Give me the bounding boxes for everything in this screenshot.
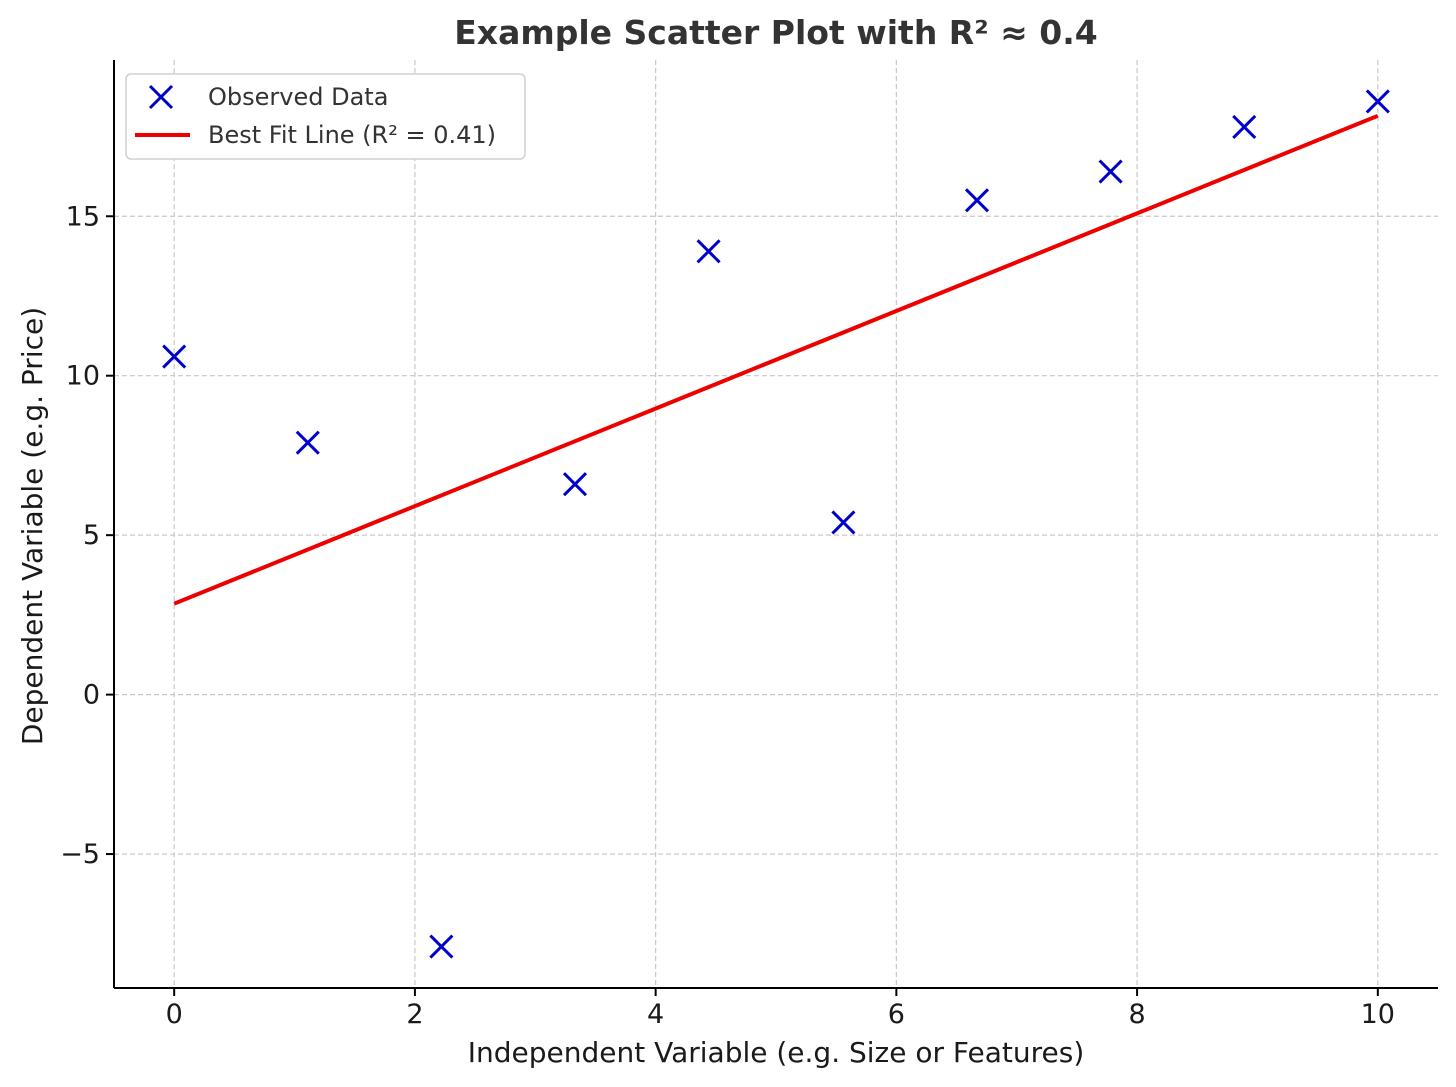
x-tick-label: 8 <box>1128 999 1145 1030</box>
y-tick-label: 5 <box>83 520 100 551</box>
y-axis-label: Dependent Variable (e.g. Price) <box>16 307 49 745</box>
legend-marker-x <box>148 84 174 110</box>
legend-label: Observed Data <box>208 83 388 111</box>
data-point <box>562 472 588 497</box>
y-tick-label: 0 <box>83 680 100 711</box>
best-fit-line <box>173 113 1379 606</box>
data-point <box>964 188 990 213</box>
x-tick-label: 0 <box>166 999 183 1030</box>
y-tick-label: 15 <box>66 201 100 232</box>
plot-area <box>162 89 1390 959</box>
x-axis-label: Independent Variable (e.g. Size or Featu… <box>468 1036 1085 1069</box>
legend-label: Best Fit Line (R² = 0.41) <box>208 121 496 149</box>
y-tick-label: −5 <box>60 839 100 870</box>
x-tick-label: 10 <box>1361 999 1395 1030</box>
x-tick-label: 2 <box>406 999 423 1030</box>
grid <box>114 60 1438 988</box>
data-point <box>696 239 721 264</box>
data-point <box>1232 114 1257 140</box>
y-tick-label: 10 <box>66 361 100 392</box>
data-point <box>831 510 856 535</box>
data-point <box>429 934 454 959</box>
legend-box <box>125 73 526 160</box>
axis-ticks: 0 2 4 6 8 10 −5 0 5 10 15 <box>60 201 1395 1030</box>
x-tick-label: 6 <box>888 999 905 1030</box>
data-point <box>1098 159 1123 184</box>
data-point <box>162 344 187 369</box>
data-point <box>1365 89 1390 114</box>
legend: Observed Data Best Fit Line (R² = 0.41) <box>125 73 526 160</box>
chart-title: Example Scatter Plot with R² ≈ 0.4 <box>454 13 1098 52</box>
x-tick-label: 4 <box>647 999 664 1030</box>
data-point <box>295 430 320 455</box>
